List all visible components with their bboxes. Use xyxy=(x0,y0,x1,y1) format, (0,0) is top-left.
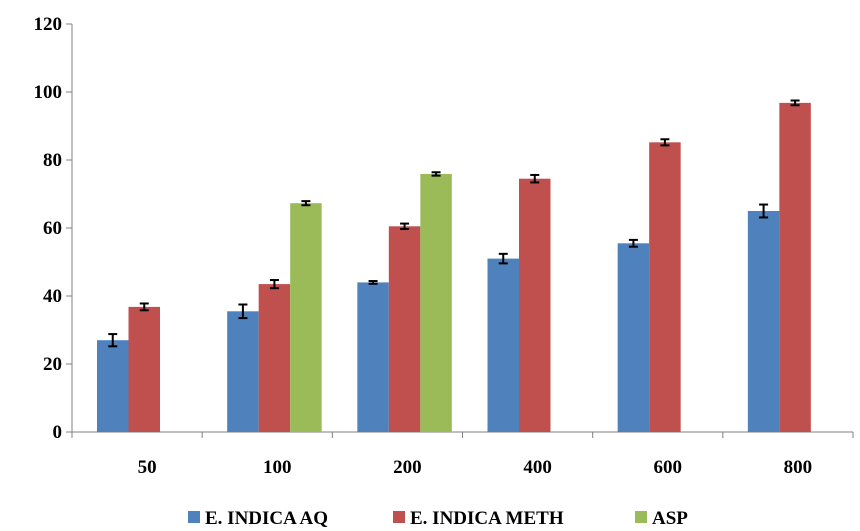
error-bar-2-600 xyxy=(660,138,670,147)
bar-2-50 xyxy=(128,306,160,432)
bar-3-100 xyxy=(290,203,322,432)
bar-2-600 xyxy=(649,142,681,432)
y-tick-label-100: 100 xyxy=(34,82,63,103)
error-bar-1-50 xyxy=(108,333,118,348)
bar-1-200 xyxy=(357,282,389,432)
x-tick-label-100: 100 xyxy=(263,457,292,478)
y-tick-label-60: 60 xyxy=(43,218,62,239)
bar-1-100 xyxy=(227,311,259,432)
y-axis: 0 20 40 60 80 100 120 xyxy=(34,14,73,443)
error-bar-2-400 xyxy=(530,173,540,184)
error-bar-3-200 xyxy=(431,171,441,177)
legend: E. INDICA AQ E. INDICA METH ASP xyxy=(188,508,688,529)
x-tick-label-800: 800 xyxy=(784,457,813,478)
y-tick-label-0: 0 xyxy=(53,422,63,443)
error-bar-1-400 xyxy=(498,252,508,265)
bar-2-800 xyxy=(779,102,811,432)
bar-3-200 xyxy=(420,173,452,432)
bar-2-200 xyxy=(388,226,421,432)
y-tick-label-20: 20 xyxy=(43,354,62,375)
x-tick-label-50: 50 xyxy=(138,457,157,478)
y-tick-label-40: 40 xyxy=(43,286,62,307)
series-2 xyxy=(128,99,811,432)
error-bar-1-200 xyxy=(368,280,378,285)
error-bar-2-800 xyxy=(790,99,800,107)
error-bar-2-50 xyxy=(139,302,149,312)
bar-1-50 xyxy=(97,340,129,432)
bar-1-600 xyxy=(617,243,650,432)
legend-label-1: E. INDICA AQ xyxy=(205,508,328,529)
legend-swatch-3 xyxy=(635,511,647,523)
x-tick-label-200: 200 xyxy=(393,457,422,478)
x-tick-label-600: 600 xyxy=(654,457,683,478)
bar-1-800 xyxy=(747,211,780,432)
bar-2-400 xyxy=(519,178,551,432)
error-bar-2-200 xyxy=(400,222,410,231)
error-bar-2-100 xyxy=(269,279,279,290)
y-tick-label-120: 120 xyxy=(34,14,63,35)
legend-swatch-2 xyxy=(393,511,405,523)
y-tick-label-80: 80 xyxy=(43,150,62,171)
x-tick-label-400: 400 xyxy=(523,457,552,478)
series-1 xyxy=(97,203,780,432)
error-bar-1-600 xyxy=(628,238,638,248)
bar-2-100 xyxy=(258,284,291,432)
bars xyxy=(97,99,811,432)
bar-1-400 xyxy=(487,258,519,432)
series-3 xyxy=(290,171,452,432)
legend-swatch-1 xyxy=(188,511,200,523)
legend-label-2: E. INDICA METH xyxy=(410,508,564,529)
legend-label-3: ASP xyxy=(652,508,688,529)
error-bar-1-800 xyxy=(759,203,769,219)
error-bar-3-100 xyxy=(301,200,311,207)
error-bar-1-100 xyxy=(238,303,248,320)
x-axis: 50 100 200 400 600 800 xyxy=(71,431,854,478)
